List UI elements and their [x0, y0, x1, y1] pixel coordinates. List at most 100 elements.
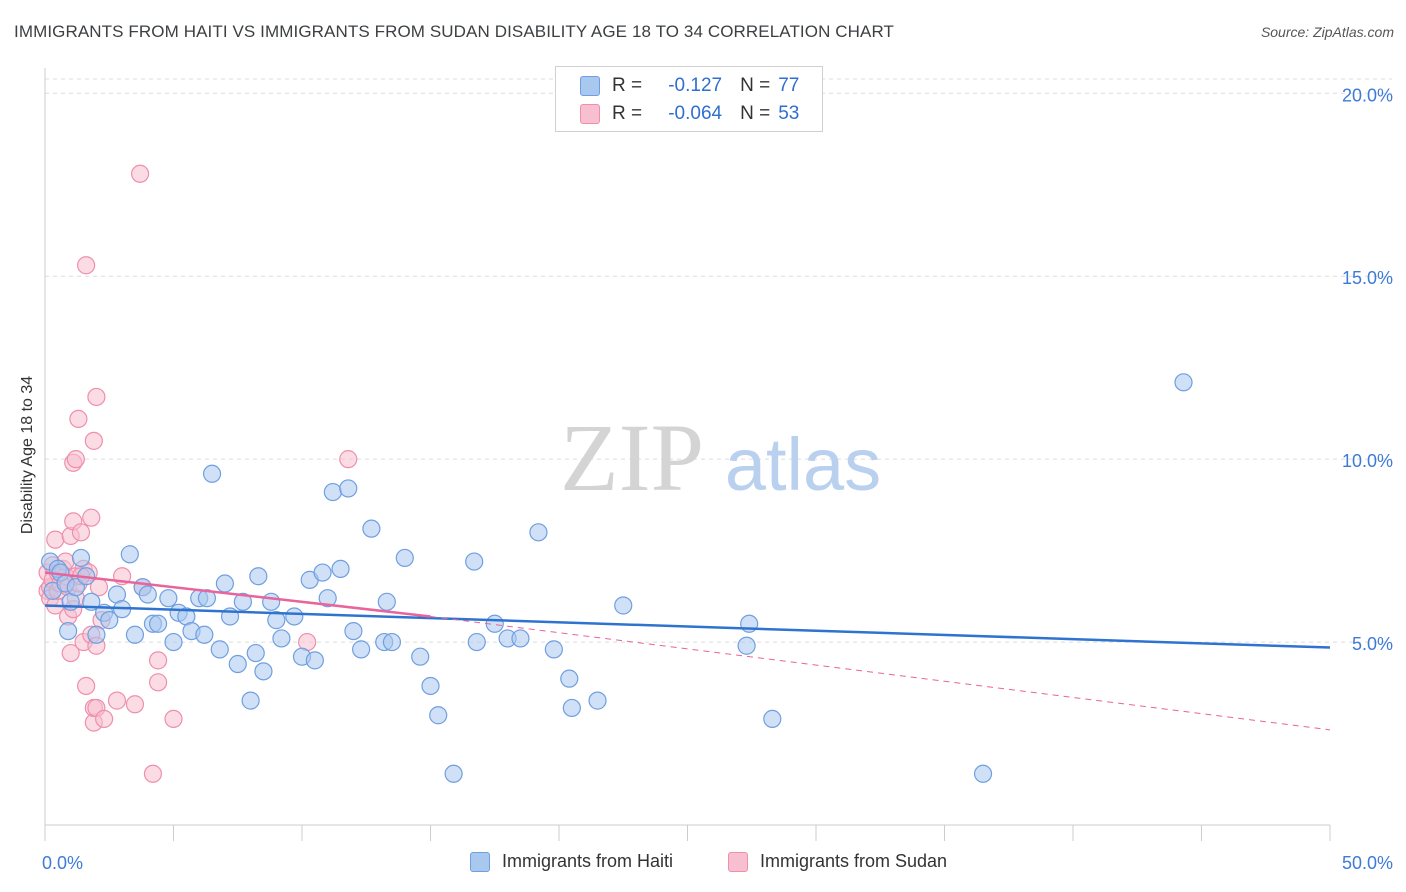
haiti-point	[254, 662, 273, 681]
haiti-point	[529, 523, 548, 542]
haiti-point	[444, 764, 463, 783]
haiti-point	[331, 559, 350, 579]
sudan-point	[66, 450, 85, 469]
sudan-point	[82, 508, 101, 527]
legend-r-value: -0.127	[668, 75, 723, 96]
haiti-point	[614, 596, 633, 615]
watermark-zip: ZIP	[560, 404, 704, 511]
legend-n-label: N =	[740, 103, 771, 124]
haiti-point	[560, 669, 579, 688]
sudan-trend-line	[44, 571, 431, 618]
haiti-point	[228, 654, 247, 674]
haiti-point	[339, 479, 358, 498]
watermark: ZIP atlas	[560, 404, 881, 511]
haiti-point	[138, 585, 157, 604]
haiti-point	[148, 614, 168, 633]
legend-r-label: R =	[612, 75, 643, 96]
haiti-point	[318, 589, 337, 608]
haiti-point	[588, 691, 607, 710]
haiti-point	[197, 589, 217, 608]
sudan-point	[77, 676, 96, 696]
haiti-point	[562, 698, 581, 718]
haiti-point	[313, 563, 332, 582]
trend-lines	[44, 571, 1331, 731]
legend-r-label: R =	[612, 103, 643, 124]
y-tick-label: 5.0%	[1352, 634, 1393, 654]
haiti-point	[59, 621, 78, 641]
chart-title: IMMIGRANTS FROM HAITI VS IMMIGRANTS FROM…	[14, 22, 895, 41]
grid-layer	[45, 78, 1392, 643]
sudan-point	[84, 431, 103, 450]
haiti-point	[737, 636, 756, 655]
y-tick-label: 10.0%	[1342, 451, 1393, 471]
legend-n-value: 53	[778, 103, 800, 124]
bottom-legend-label-sudan: Immigrants from Sudan	[760, 851, 948, 871]
x-tick-label: 0.0%	[42, 853, 83, 873]
sudan-point	[130, 164, 150, 183]
haiti-point	[272, 629, 291, 648]
haiti-point	[210, 640, 229, 659]
haiti-point	[241, 691, 260, 710]
sudan-point	[143, 764, 163, 783]
legend-n-value: 77	[778, 75, 800, 96]
legend-swatch-haiti	[580, 76, 600, 96]
sudan-point	[164, 709, 183, 729]
legend-row-sudan: R = -0.064 N = 53	[580, 102, 799, 126]
sudan-point	[339, 450, 358, 469]
haiti-point	[411, 647, 430, 666]
axis-layer	[44, 68, 1331, 841]
bottom-legend-sudan: Immigrants from Sudan	[728, 851, 947, 872]
sudan-point	[61, 643, 80, 663]
haiti-point	[305, 651, 324, 670]
haiti-point	[215, 574, 234, 593]
haiti-point	[125, 625, 145, 644]
y-axis-label: Disability Age 18 to 34	[19, 375, 36, 535]
sudan-point	[148, 673, 168, 692]
bottom-legend-haiti: Immigrants from Haiti	[470, 851, 673, 872]
haiti-point	[382, 632, 402, 652]
haiti-point	[249, 567, 268, 586]
haiti-point	[246, 643, 265, 663]
sudan-point	[125, 695, 145, 714]
sudan-point	[71, 523, 91, 542]
y-tick-label: 15.0%	[1342, 268, 1393, 288]
bottom-legend-swatch-sudan	[728, 851, 748, 872]
legend-swatch-sudan	[580, 104, 600, 124]
sudan-point	[95, 709, 114, 729]
haiti-point	[202, 464, 222, 483]
haiti-point	[377, 592, 396, 611]
sudan-point	[87, 387, 106, 407]
sudan-point	[69, 409, 88, 429]
haiti-point	[344, 621, 363, 641]
haiti-point	[544, 640, 563, 659]
haiti-point	[352, 640, 371, 659]
sudan-point	[77, 256, 96, 275]
sudan-trend-extension	[430, 615, 1331, 731]
source-label: Source: ZipAtlas.com	[1260, 24, 1394, 40]
haiti-point	[285, 607, 304, 626]
haiti-point	[233, 592, 252, 611]
sudan-point	[107, 691, 127, 710]
x-tick-label: 50.0%	[1342, 853, 1393, 873]
legend-n-label: N =	[740, 75, 771, 96]
haiti-point	[100, 611, 119, 630]
haiti-point	[87, 625, 106, 644]
legend-r-value: -0.064	[668, 103, 723, 124]
haiti-point	[395, 548, 414, 568]
bottom-legend-label-haiti: Immigrants from Haiti	[502, 851, 674, 871]
haiti-point	[511, 629, 530, 648]
haiti-point	[159, 589, 178, 608]
haiti-point	[421, 676, 440, 696]
legend: R = -0.127 N = 77 R = -0.064 N = 53	[555, 66, 823, 132]
haiti-point	[467, 632, 486, 652]
haiti-point	[362, 519, 381, 538]
legend-row-haiti: R = -0.127 N = 77	[580, 74, 799, 98]
haiti-point	[429, 706, 448, 725]
haiti-point	[71, 548, 91, 568]
haiti-point	[164, 632, 183, 652]
sudan-point	[46, 530, 65, 549]
sudan-point	[148, 651, 168, 670]
haiti-point	[262, 592, 281, 611]
haiti-point	[1174, 373, 1193, 392]
